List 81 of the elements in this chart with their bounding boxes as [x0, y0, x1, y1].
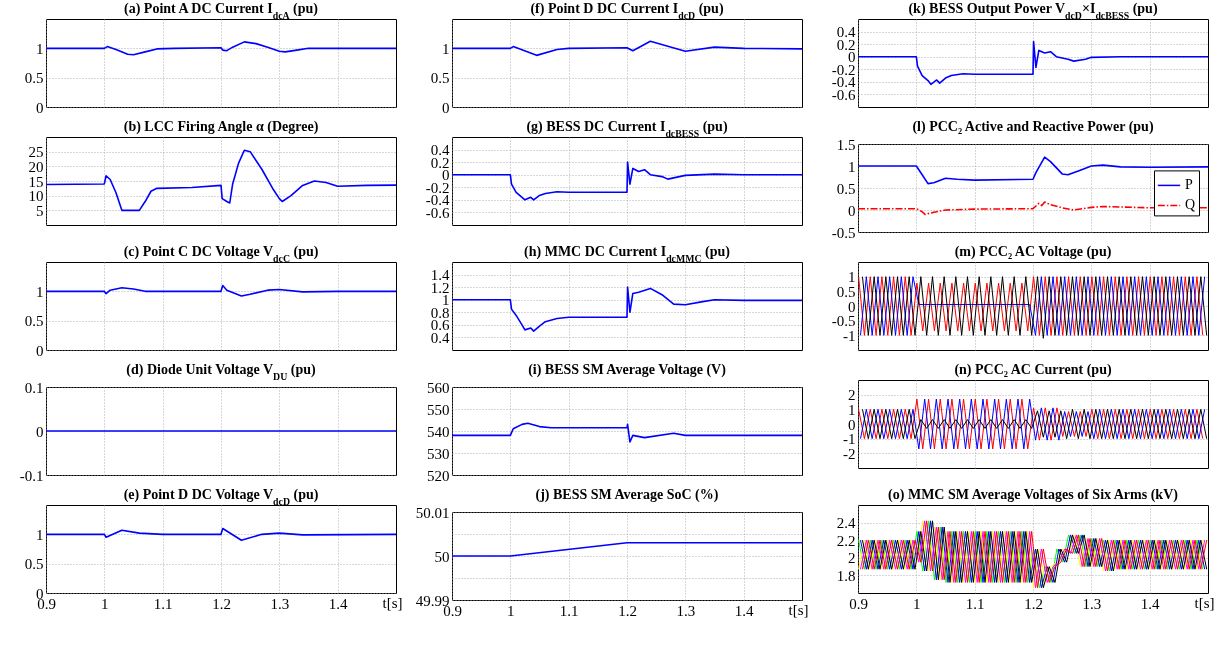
chart-title: (n) PCC₂ AC Current (pu)	[954, 362, 1112, 378]
chart-title: (h) MMC DC Current I$_{dcMMC}$ (pu)	[524, 244, 731, 264]
x-tick-label: 1.4	[734, 602, 755, 619]
x-tick-label: 1.2	[618, 602, 637, 619]
chart-title: (o) MMC SM Average Voltages of Six Arms (kV)	[888, 487, 1179, 503]
chart-title: (a) Point A DC Current I$_{dcA}$ (pu)	[124, 1, 319, 21]
x-tick-label: 1.3	[1082, 595, 1102, 612]
x-tick-label: 1.1	[965, 595, 985, 612]
y-tick-label: 1	[848, 158, 856, 175]
chart-title: (l) PCC₂ Active and Reactive Power (pu)	[912, 119, 1154, 135]
y-tick-label: 50	[434, 548, 450, 565]
chart-title: (m) PCC₂ AC Voltage (pu)	[954, 244, 1112, 260]
x-tick-label: 1.1	[153, 595, 173, 612]
y-tick-label: 1	[848, 401, 856, 418]
x-axis-title: t[s]	[788, 601, 809, 618]
y-tick-label: 0	[848, 202, 856, 219]
y-tick-label: 1	[36, 526, 44, 543]
x-tick-label: 1.2	[1024, 595, 1043, 612]
y-tick-label: 20	[28, 158, 44, 175]
y-tick-label: 0.1	[24, 379, 44, 396]
y-tick-label: 0	[36, 99, 44, 116]
x-tick-label: 1.3	[270, 595, 290, 612]
y-tick-label: 0.5	[836, 283, 856, 300]
x-tick-label: 1.4	[1140, 595, 1161, 612]
y-tick-label: 0.5	[836, 180, 856, 197]
y-tick-label: 1	[848, 269, 856, 286]
y-tick-label: 5	[36, 202, 44, 219]
x-tick-label: 1.1	[559, 602, 579, 619]
x-axis-title: t[s]	[382, 594, 403, 611]
y-tick-label: 560	[427, 379, 450, 396]
x-tick-label: 1.3	[676, 602, 696, 619]
y-tick-label: 1	[36, 40, 44, 57]
chart-title: (k) BESS Output Power V$_{dcD}$×I$_{dcBESS}$ (pu)	[908, 1, 1158, 21]
y-tick-label: 1.8	[836, 567, 856, 584]
legend-label: Q	[1185, 197, 1196, 213]
x-axis-title: t[s]	[1194, 594, 1215, 611]
y-tick-label: 550	[427, 401, 450, 418]
x-tick-label: 1.2	[212, 595, 231, 612]
y-tick-label: 1	[442, 40, 450, 57]
y-tick-label: 2.2	[836, 532, 856, 549]
y-tick-label: 10	[28, 188, 44, 205]
chart-title: (i) BESS SM Average Voltage (V)	[528, 362, 727, 378]
y-tick-label: 1.5	[836, 136, 856, 153]
y-tick-label: -2	[843, 445, 856, 462]
chart-title: (b) LCC Firing Angle α (Degree)	[123, 119, 319, 135]
chart-title: (f) Point D DC Current I$_{dcD}$ (pu)	[530, 1, 724, 21]
y-tick-label: 530	[427, 445, 450, 462]
y-tick-label: 2	[848, 550, 856, 567]
y-tick-label: 520	[427, 467, 450, 484]
y-tick-label: 0.5	[24, 70, 44, 87]
y-tick-label: 1	[36, 283, 44, 300]
y-tick-label: 0	[36, 342, 44, 359]
chart-title: (c) Point C DC Voltage V$_{dcC}$ (pu)	[123, 244, 319, 264]
x-tick-label: 1	[913, 595, 921, 612]
x-tick-label: 1	[507, 602, 515, 619]
y-tick-label: 2.4	[836, 515, 856, 532]
chart-title: (j) BESS SM Average SoC (%)	[535, 487, 719, 503]
y-tick-label: 0.5	[24, 313, 44, 330]
y-tick-label: -1	[843, 431, 856, 448]
y-tick-label: 0.5	[430, 70, 450, 87]
y-tick-label: -1	[843, 327, 856, 344]
chart-title: (g) BESS DC Current I$_{dcBESS}$ (pu)	[526, 119, 728, 139]
y-tick-label: 0	[848, 416, 856, 433]
y-tick-label: 0.5	[24, 556, 44, 573]
y-tick-label: -0.5	[831, 313, 856, 330]
y-tick-label: 15	[28, 173, 44, 190]
y-tick-label: 0	[36, 423, 44, 440]
chart-title: (e) Point D DC Voltage V$_{dcD}$ (pu)	[123, 487, 319, 507]
x-tick-label: 1	[101, 595, 109, 612]
y-tick-label: 0	[848, 298, 856, 315]
y-tick-label: 50.01	[415, 504, 450, 521]
y-tick-label: 540	[427, 423, 450, 440]
x-tick-label: 1.4	[328, 595, 349, 612]
chart-title: (d) Diode Unit Voltage V$_{DU}$ (pu)	[126, 362, 316, 382]
y-tick-label: 25	[28, 144, 44, 161]
y-tick-label: -0.1	[19, 467, 44, 484]
y-tick-label: 2	[848, 387, 856, 404]
x-tick-label: 0.9	[849, 595, 868, 612]
legend-label: P	[1185, 177, 1193, 193]
y-tick-label: 0	[442, 99, 450, 116]
y-tick-label: -0.5	[831, 224, 856, 241]
